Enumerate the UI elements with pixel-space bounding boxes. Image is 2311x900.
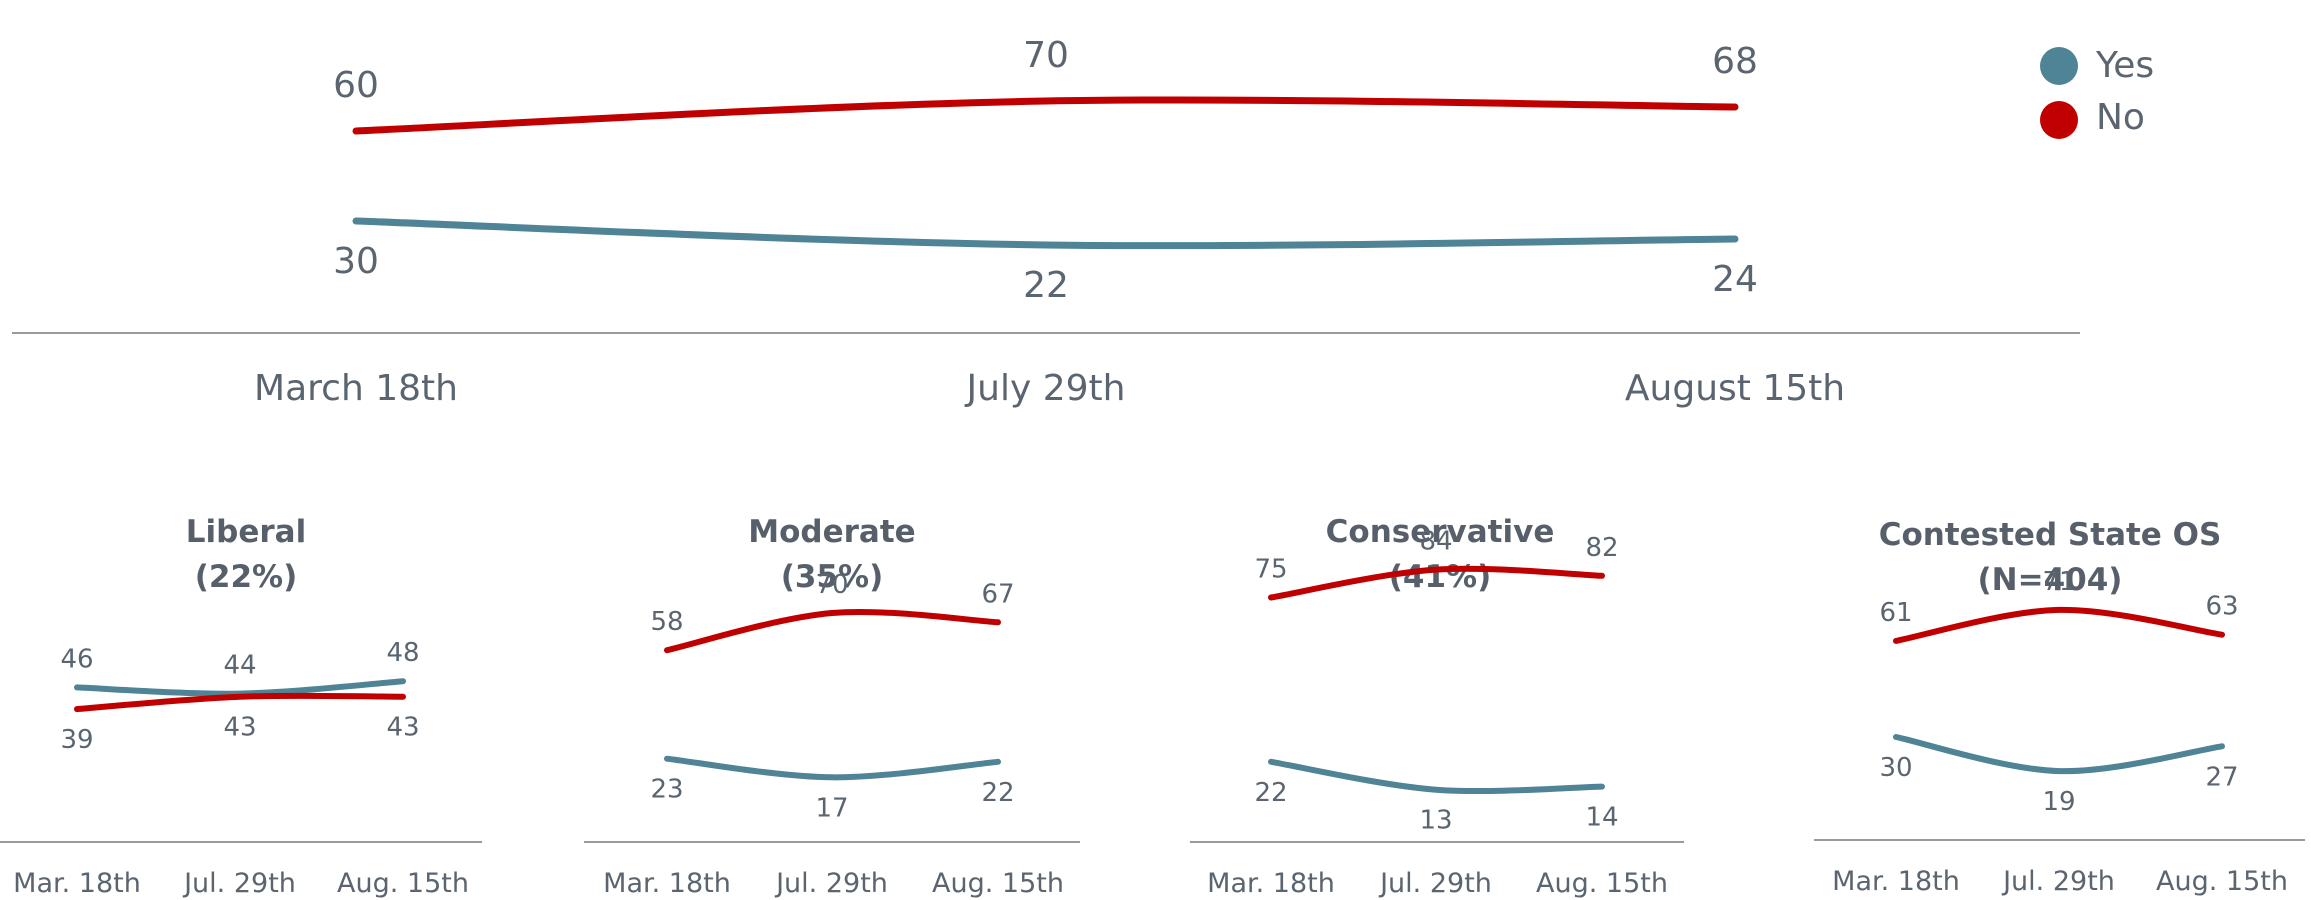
series-line-0-yes bbox=[352, 217, 1739, 250]
x-tick-label-3-0: Mar. 18th bbox=[1207, 868, 1335, 899]
data-label-2-yes-1: 17 bbox=[815, 793, 848, 823]
legend: Yes No bbox=[2040, 45, 2154, 139]
panel-subtitle-liberal: (22%) bbox=[195, 559, 298, 595]
data-label-3-no-2: 82 bbox=[1585, 533, 1618, 563]
series-line-1-yes bbox=[74, 678, 406, 697]
data-label-3-yes-1: 13 bbox=[1419, 806, 1452, 836]
data-label-1-yes-0: 46 bbox=[60, 644, 93, 674]
x-tick-label-2-0: Mar. 18th bbox=[603, 868, 731, 899]
panel-subtitle-moderate: (35%) bbox=[781, 559, 884, 595]
data-label-0-yes-0: 30 bbox=[333, 241, 379, 282]
data-label-2-no-1: 70 bbox=[815, 570, 848, 600]
x-tick-label-3-1: Jul. 29th bbox=[1378, 868, 1492, 899]
data-label-3-no-0: 75 bbox=[1254, 555, 1287, 585]
data-label-0-no-2: 68 bbox=[1712, 41, 1758, 82]
data-label-0-yes-1: 22 bbox=[1023, 265, 1069, 306]
x-tick-label-1-1: Jul. 29th bbox=[182, 868, 296, 899]
data-label-2-yes-2: 22 bbox=[981, 778, 1014, 808]
x-tick-label-3-2: Aug. 15th bbox=[1536, 868, 1668, 899]
data-label-3-yes-2: 14 bbox=[1585, 803, 1618, 833]
series-line-2-yes bbox=[664, 755, 1001, 781]
data-label-2-yes-0: 23 bbox=[650, 775, 683, 805]
legend-no-marker bbox=[2040, 101, 2078, 139]
legend-no-label: No bbox=[2096, 97, 2145, 138]
series-line-0-no bbox=[352, 96, 1739, 135]
data-label-2-no-0: 58 bbox=[650, 607, 683, 637]
data-label-4-no-2: 63 bbox=[2205, 592, 2238, 622]
series-line-4-no bbox=[1893, 606, 2225, 644]
x-tick-label-0-2: August 15th bbox=[1625, 368, 1845, 409]
series-line-4-yes bbox=[1893, 734, 2225, 775]
legend-yes-marker bbox=[2040, 47, 2078, 85]
series-line-3-yes bbox=[1268, 758, 1605, 795]
data-label-1-yes-2: 48 bbox=[386, 638, 419, 668]
data-label-1-no-2: 43 bbox=[386, 713, 419, 743]
data-label-3-no-1: 84 bbox=[1419, 527, 1452, 557]
panel-subtitle-conservative: (41%) bbox=[1389, 559, 1492, 595]
panel-title-conservative: Conservative bbox=[1326, 514, 1555, 550]
x-tick-label-2-1: Jul. 29th bbox=[774, 868, 888, 899]
panel-title-liberal: Liberal bbox=[186, 514, 306, 550]
data-label-4-no-0: 61 bbox=[1879, 598, 1912, 628]
x-tick-label-4-0: Mar. 18th bbox=[1832, 866, 1960, 897]
data-label-4-yes-2: 27 bbox=[2205, 762, 2238, 792]
x-tick-label-2-2: Aug. 15th bbox=[932, 868, 1064, 899]
panel-subtitle-contested-state: (N=404) bbox=[1978, 562, 2123, 598]
data-label-0-no-0: 60 bbox=[333, 65, 379, 106]
data-label-1-no-0: 39 bbox=[60, 725, 93, 755]
x-tick-label-1-0: Mar. 18th bbox=[13, 868, 141, 899]
data-label-0-no-1: 70 bbox=[1023, 35, 1069, 76]
data-label-2-no-2: 67 bbox=[981, 579, 1014, 609]
panel-title-contested-state: Contested State OS bbox=[1879, 517, 2222, 553]
x-tick-label-1-2: Aug. 15th bbox=[337, 868, 469, 899]
x-tick-label-4-1: Jul. 29th bbox=[2001, 866, 2115, 897]
series-line-3-no bbox=[1268, 565, 1605, 601]
series-line-2-no bbox=[664, 608, 1001, 654]
x-tick-label-0-1: July 29th bbox=[965, 368, 1126, 409]
legend-yes-label: Yes bbox=[2095, 45, 2154, 86]
x-tick-label-4-2: Aug. 15th bbox=[2156, 866, 2288, 897]
panel-title-moderate: Moderate bbox=[748, 514, 915, 550]
data-label-3-yes-0: 22 bbox=[1254, 778, 1287, 808]
data-label-0-yes-2: 24 bbox=[1712, 259, 1758, 300]
data-label-4-yes-0: 30 bbox=[1879, 753, 1912, 783]
data-label-1-yes-1: 44 bbox=[223, 651, 256, 681]
data-label-4-yes-1: 19 bbox=[2042, 787, 2075, 817]
chart-marks: March 18th July 29th August 15th 30 22 24 60 70… bbox=[0, 35, 2305, 899]
data-label-1-no-1: 43 bbox=[223, 713, 256, 743]
x-tick-label-0-0: March 18th bbox=[254, 368, 458, 409]
series-line-1-no bbox=[74, 692, 406, 713]
data-label-4-no-1: 71 bbox=[2042, 567, 2075, 597]
